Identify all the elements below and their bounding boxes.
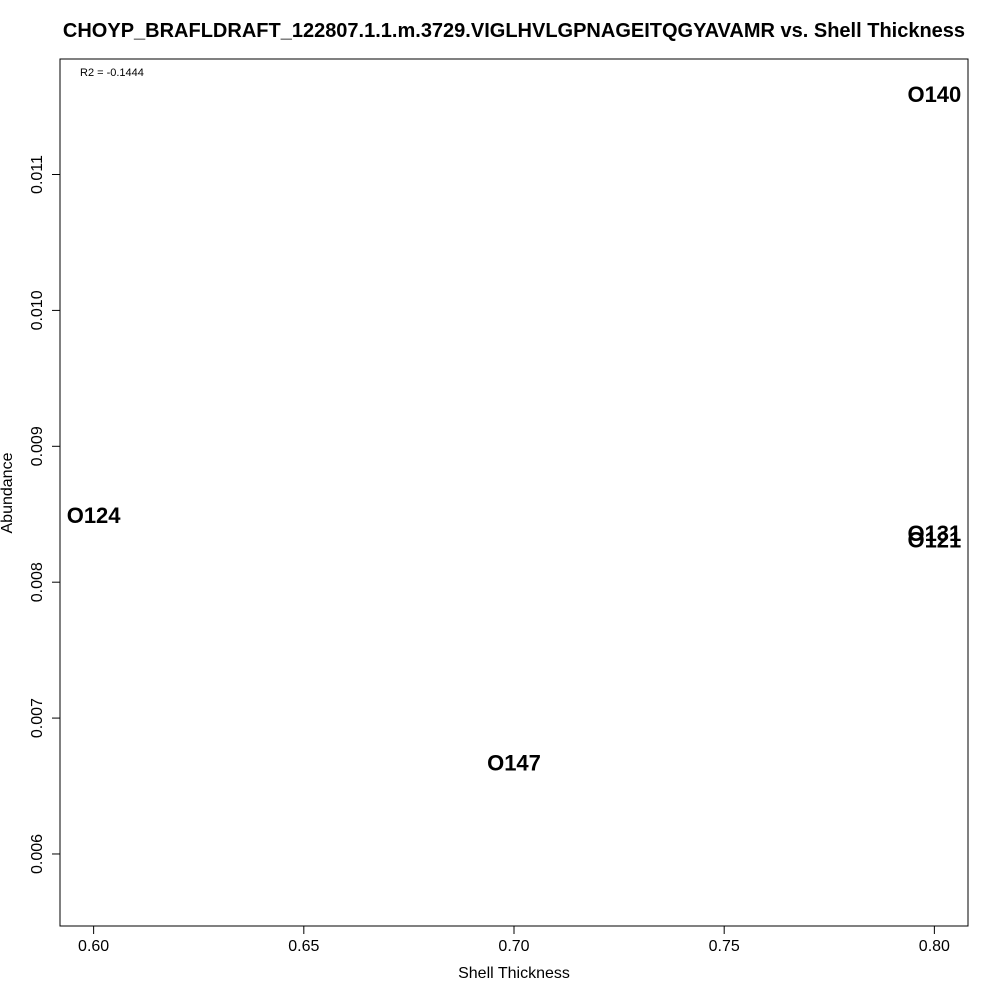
y-tick-label: 0.010 xyxy=(29,290,46,330)
point-label: O124 xyxy=(67,503,122,528)
x-tick-label: 0.60 xyxy=(78,938,109,955)
point-label: O140 xyxy=(907,82,961,107)
y-tick-label: 0.009 xyxy=(29,426,46,466)
x-tick-label: 0.80 xyxy=(919,938,950,955)
y-tick-label: 0.011 xyxy=(29,155,46,194)
x-axis: 0.60 0.65 0.70 0.75 0.80 xyxy=(78,925,950,955)
x-tick-label: 0.65 xyxy=(288,938,319,955)
y-tick-label: 0.006 xyxy=(29,834,46,874)
y-axis: 0.006 0.007 0.008 0.009 0.010 0.011 xyxy=(29,155,61,874)
point-label: O121 xyxy=(907,528,961,553)
x-tick-label: 0.70 xyxy=(498,938,529,955)
point-label: O131 xyxy=(907,521,961,546)
chart-title: CHOYP_BRAFLDRAFT_122807.1.1.m.3729.VIGLH… xyxy=(62,20,966,42)
r2-annotation: R2 = -0.1444 xyxy=(80,67,144,79)
point-label: O147 xyxy=(487,750,541,775)
plot-frame xyxy=(59,58,969,927)
x-tick-label: 0.75 xyxy=(709,938,740,955)
x-axis-label: Shell Thickness xyxy=(458,965,570,982)
y-tick-label: 0.007 xyxy=(29,698,46,738)
y-tick-label: 0.008 xyxy=(29,562,46,602)
